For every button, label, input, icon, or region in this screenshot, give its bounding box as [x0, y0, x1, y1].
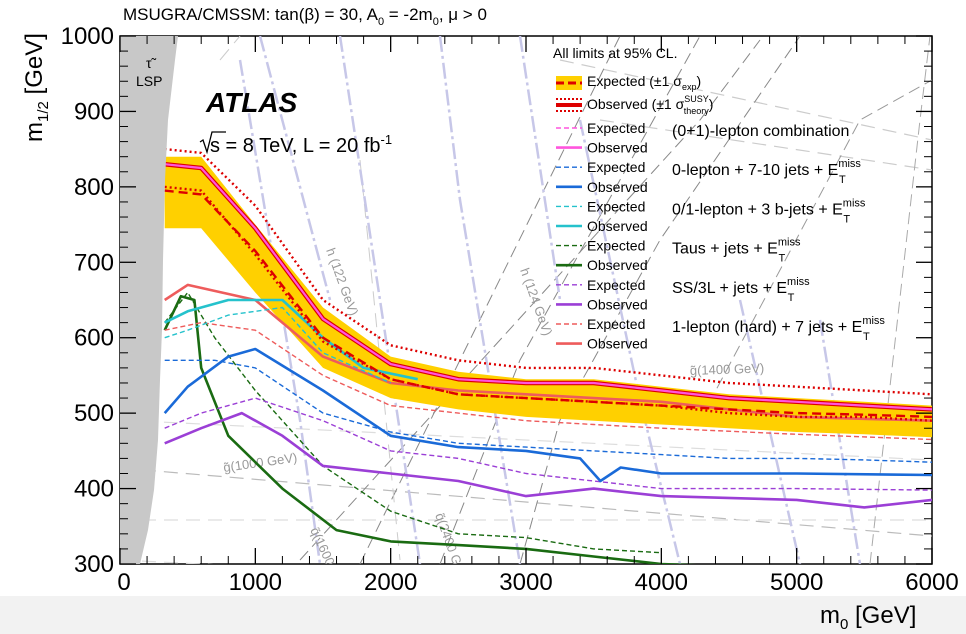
series-onelepton-expected [164, 321, 932, 441]
atlas-label: ATLAS [205, 87, 298, 118]
legend-analysis-label: (0+1)-lepton combination [672, 123, 849, 140]
title-tail: = -2m [384, 5, 433, 24]
y-tick-label: 500 [74, 400, 114, 427]
legend-row-label: Observed [587, 218, 648, 234]
sqrt-sign [199, 131, 226, 155]
legend-analysis-label: 0-lepton + 7-10 jets + Emiss T [672, 158, 861, 186]
series-taus-expected [164, 291, 662, 554]
y-title-sub: 1/2 [35, 101, 52, 122]
title-sub2: 0 [433, 16, 439, 28]
limits-note: All limits at 95% CL. [553, 45, 677, 61]
energy-label: s = 8 TeV, L = 20 fb-1 [210, 132, 392, 157]
contour-line-19 [818, 319, 862, 564]
legend-row-label: Observed [587, 296, 648, 312]
y-tick-label: 1000 [61, 23, 114, 50]
x-tick-label: 2000 [364, 569, 417, 596]
series-zerolepton-observed [163, 347, 932, 483]
x-title-sub: 0 [840, 616, 848, 633]
contour-line-16 [438, 36, 522, 564]
series-bjets-observed [164, 298, 418, 381]
legend-analysis-label: Taus + jets + Emiss T [672, 237, 801, 265]
energy-text: s = 8 TeV, L = 20 fb [210, 135, 381, 157]
legend-analysis-label: 1-lepton (hard) + 7 jets + Emiss T [672, 315, 885, 343]
x-title-unit: [GeV] [848, 602, 916, 629]
x-tick-label: 1000 [229, 569, 282, 596]
series-layer [163, 147, 932, 564]
lsp-symbol: τ̃ [146, 55, 157, 71]
x-tick-label: 6000 [905, 569, 958, 596]
contour-line-5 [599, 119, 932, 171]
y-axis-title: m1/2 [GeV] [21, 33, 52, 142]
contour-line-0 [120, 467, 932, 537]
contour-line-18 [738, 299, 802, 564]
legend-top-label: Expected (±1 σexp) [587, 73, 701, 92]
contour-line-8 [439, 36, 701, 564]
contour-line-14 [238, 59, 322, 564]
contour-line-20 [258, 36, 332, 301]
series-onelepton-observed [163, 283, 932, 422]
lumi-sup: -1 [381, 132, 393, 147]
legend-row-label: Expected [587, 120, 645, 136]
y-tick-label: 700 [74, 249, 114, 276]
series-combined-observed [164, 163, 932, 411]
y-title-unit: [GeV] [21, 33, 48, 101]
y-tick-label: 300 [74, 551, 114, 578]
chart-title: MSUGRA/CMSSM: tan(β) = 30, A0 = -2m0, μ … [123, 5, 487, 28]
x-tick-label: 4000 [635, 569, 688, 596]
legend: Expected (±1 σexp) Observed (±1 σSUSY theo… [556, 73, 885, 352]
axes: 0 1000 2000 3000 4000 5000 6000 300 400 500 600 700… [61, 23, 959, 596]
legend-row-label: Expected [587, 316, 645, 332]
series-zerolepton-expected [164, 359, 932, 463]
contour-line-12 [219, 36, 241, 61]
contour-line-21 [518, 36, 562, 301]
lsp-excluded-region [120, 36, 178, 564]
contour-line-4 [559, 59, 932, 141]
legend-row-label: Observed [587, 179, 648, 195]
legend-row-label: Observed [587, 257, 648, 273]
x-tick-label: 3000 [499, 569, 552, 596]
y-tick-label: 900 [74, 98, 114, 125]
legend-row-label: Expected [587, 238, 645, 254]
y-tick-label: 800 [74, 174, 114, 201]
contour-line-17 [578, 119, 682, 564]
y-tick-label: 400 [74, 476, 114, 503]
x-axis-title: m0 [GeV] [820, 602, 916, 633]
legend-analysis-label: SS/3L + jets + Emiss T [672, 276, 810, 304]
legend-analysis-label: 0/1-lepton + 3 b-jets + Emiss T [672, 197, 866, 225]
x-tick-label: 0 [117, 569, 130, 596]
y-tick-label: 600 [74, 325, 114, 352]
contour-label-3: g̃(1400 GeV) [690, 360, 765, 378]
legend-row-label: Expected [587, 277, 645, 293]
series-bjets-expected [164, 306, 391, 384]
title-end: , μ > 0 [439, 5, 487, 24]
y-title-main: m [21, 122, 48, 142]
contour-line-9 [519, 36, 801, 564]
series-combined-expected [164, 189, 932, 419]
series-taus-observed [163, 294, 697, 564]
legend-row-label: Observed [587, 336, 648, 352]
lsp-label: LSP [136, 73, 162, 89]
x-tick-label: 5000 [770, 569, 823, 596]
legend-row-label: Expected [587, 159, 645, 175]
x-title-main: m [820, 602, 840, 629]
legend-top-label: Observed (±1 σSUSY theory) [587, 94, 713, 116]
title-main: MSUGRA/CMSSM: tan(β) = 30, A [123, 5, 379, 24]
contour-line-10 [699, 79, 932, 421]
legend-row-label: Expected [587, 198, 645, 214]
bottom-band [0, 596, 966, 634]
series-ss3l-observed [164, 411, 932, 509]
contour-line-1 [120, 419, 932, 461]
series-ss3l-expected [164, 397, 932, 491]
legend-row-label: Observed [587, 140, 648, 156]
title-sub: 0 [378, 16, 384, 28]
